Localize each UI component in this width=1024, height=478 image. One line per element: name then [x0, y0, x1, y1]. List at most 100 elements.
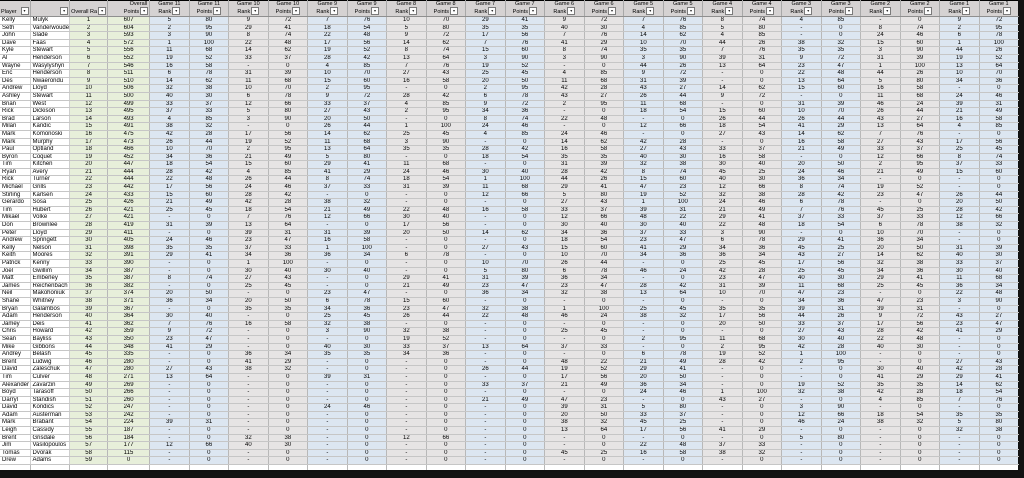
game-cell[interactable]: 76: [821, 206, 862, 215]
game-cell[interactable]: 34: [900, 236, 941, 245]
game-cell[interactable]: -: [386, 84, 427, 93]
game-cell[interactable]: 45: [584, 327, 625, 336]
game-cell[interactable]: 18: [781, 221, 822, 230]
empty-cell[interactable]: [268, 464, 309, 473]
game-cell[interactable]: 28: [149, 168, 190, 177]
game-cell[interactable]: 16: [702, 153, 743, 162]
game-cell[interactable]: 34: [821, 175, 862, 185]
game-cell[interactable]: 41: [939, 327, 980, 336]
game-cell[interactable]: 100: [979, 39, 1020, 48]
game-cell[interactable]: 37: [584, 206, 625, 215]
game-cell[interactable]: 35: [228, 305, 269, 314]
game-cell[interactable]: 28: [623, 282, 664, 291]
game-cell[interactable]: 30: [860, 365, 901, 374]
game-cell[interactable]: 20: [149, 289, 190, 298]
game-cell[interactable]: 48: [900, 335, 941, 344]
game-cell[interactable]: 24: [821, 418, 862, 428]
game-cell[interactable]: 0: [268, 62, 309, 71]
game-cell[interactable]: 29: [189, 343, 230, 352]
game-cell[interactable]: 0: [742, 381, 783, 390]
game-cell[interactable]: 0: [189, 411, 230, 420]
game-cell[interactable]: 36: [702, 251, 743, 260]
game-cell[interactable]: 38: [426, 327, 467, 336]
game-cell[interactable]: 46: [742, 198, 783, 207]
game-cell[interactable]: 70: [347, 69, 388, 78]
game-cell[interactable]: 35: [702, 305, 743, 314]
game-cell[interactable]: 43: [742, 130, 783, 139]
game-cell[interactable]: 54: [347, 24, 388, 33]
game-cell[interactable]: 56: [663, 426, 704, 435]
game-cell[interactable]: 37: [979, 259, 1020, 268]
game-cell[interactable]: 37: [505, 381, 546, 390]
game-cell[interactable]: 41: [149, 343, 190, 352]
game-cell[interactable]: 95: [979, 24, 1020, 33]
player-last-name[interactable]: Kandic: [30, 122, 71, 131]
game-cell[interactable]: 47: [544, 396, 585, 405]
game-cell[interactable]: 43: [623, 84, 664, 93]
game-cell[interactable]: 7: [465, 39, 506, 48]
game-cell[interactable]: 43: [860, 115, 901, 124]
game-cell[interactable]: 70: [821, 107, 862, 116]
game-cell[interactable]: 10: [702, 289, 743, 298]
game-cell[interactable]: 36: [307, 251, 348, 260]
game-cell[interactable]: 10: [939, 69, 980, 78]
game-cell[interactable]: -: [860, 289, 901, 298]
game-cell[interactable]: 44: [939, 46, 980, 55]
game-cell[interactable]: 40: [939, 251, 980, 260]
game-cell[interactable]: 0: [821, 153, 862, 162]
player-first-name[interactable]: Brent: [0, 434, 31, 443]
game-cell[interactable]: 0: [663, 396, 704, 405]
empty-cell[interactable]: [347, 464, 388, 473]
game-cell[interactable]: 44: [979, 191, 1020, 200]
game-cell[interactable]: 0: [426, 411, 467, 420]
game-cell[interactable]: 32: [663, 312, 704, 321]
game-cell[interactable]: 54: [505, 153, 546, 162]
player-last-name[interactable]: Tarasoff: [30, 388, 71, 397]
game-cell[interactable]: -: [623, 434, 664, 443]
game-cell[interactable]: 37: [900, 145, 941, 154]
game-cell[interactable]: 60: [189, 191, 230, 200]
game-cell[interactable]: 95: [900, 160, 941, 169]
overall-points-cell[interactable]: 495: [107, 107, 151, 116]
game-cell[interactable]: 34: [979, 282, 1020, 291]
player-first-name[interactable]: Matt: [0, 274, 31, 283]
empty-cell[interactable]: [69, 464, 109, 473]
game-cell[interactable]: 1: [386, 122, 427, 131]
game-cell[interactable]: 43: [584, 198, 625, 207]
player-first-name[interactable]: Paul: [0, 145, 31, 154]
game-cell[interactable]: 26: [702, 115, 743, 124]
player-first-name[interactable]: Mark: [0, 130, 31, 139]
game-cell[interactable]: -: [939, 236, 980, 245]
game-cell[interactable]: 36: [781, 175, 822, 185]
game-cell[interactable]: -: [307, 365, 348, 374]
game-cell[interactable]: 0: [900, 403, 941, 412]
player-last-name[interactable]: Whitney: [30, 297, 71, 306]
game-cell[interactable]: 3: [228, 115, 269, 124]
game-cell[interactable]: 41: [623, 244, 664, 253]
player-last-name[interactable]: Ludwig: [30, 358, 71, 367]
player-last-name[interactable]: Emberley: [30, 274, 71, 283]
game-cell[interactable]: 2: [860, 160, 901, 169]
game-cell[interactable]: 31: [623, 77, 664, 86]
game-cell[interactable]: 31: [465, 274, 506, 283]
game-cell[interactable]: 47: [979, 320, 1020, 329]
game-cell[interactable]: -: [702, 100, 743, 109]
overall-rank-cell[interactable]: 32: [69, 251, 109, 260]
player-first-name[interactable]: Bryan: [0, 305, 31, 314]
game-cell[interactable]: -: [544, 122, 585, 131]
player-last-name[interactable]: Zavarzin: [30, 381, 71, 390]
game-cell[interactable]: 78: [900, 221, 941, 230]
game-cell[interactable]: 34: [584, 274, 625, 283]
player-first-name[interactable]: Ashley: [0, 92, 31, 101]
game-cell[interactable]: 0: [584, 434, 625, 443]
game-cell[interactable]: 68: [663, 100, 704, 109]
game-cell[interactable]: -: [149, 259, 190, 268]
game-cell[interactable]: -: [149, 267, 190, 276]
game-cell[interactable]: 48: [505, 312, 546, 321]
game-cell[interactable]: 5: [939, 418, 980, 428]
game-cell[interactable]: -: [939, 229, 980, 238]
game-cell[interactable]: 13: [939, 62, 980, 71]
game-cell[interactable]: 29: [663, 244, 704, 253]
game-cell[interactable]: 28: [860, 327, 901, 336]
game-cell[interactable]: 37: [544, 343, 585, 352]
